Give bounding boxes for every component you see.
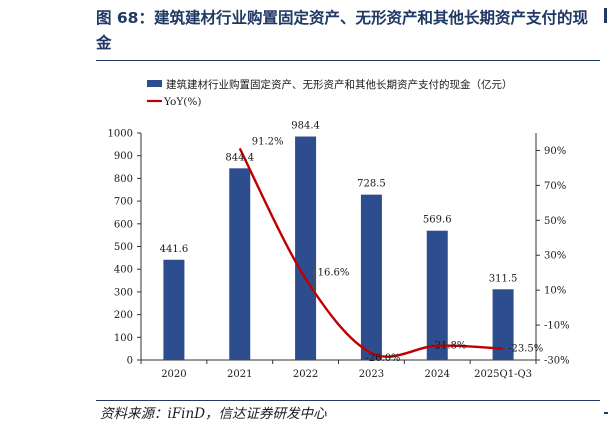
- data-labels: 441.6 844.4 984.4 728.5 569.6 311.5 91.2% 16.6%…: [160, 121, 544, 364]
- bar-value-label: 728.5: [357, 179, 386, 190]
- line-value-label: -21.8%: [431, 341, 466, 352]
- bar: [295, 136, 317, 360]
- x-tick-label: 2024: [425, 369, 450, 380]
- line-value-label: 16.6%: [318, 268, 350, 279]
- line-value-label: 91.2%: [252, 136, 284, 147]
- source-note: 资料来源：iFinD，信达证券研发中心: [100, 406, 327, 422]
- legend-swatch-bar: [147, 80, 162, 87]
- axes: 0 100 200 300 400 500 600 700 800 900 1000 -30% -10%…: [108, 129, 570, 381]
- y-right-tick-label: 30%: [544, 251, 566, 262]
- y-right-tick-label: -10%: [544, 321, 570, 332]
- y-right-tick-label: 90%: [544, 146, 566, 157]
- y-left-tick-label: 700: [114, 197, 133, 208]
- x-tick-label: 2025Q1-Q3: [474, 369, 532, 380]
- y-right-tick-label: 50%: [544, 216, 566, 227]
- y-left-tick-label: 500: [114, 242, 133, 253]
- x-tick-label: 2022: [293, 369, 318, 380]
- bar: [492, 289, 514, 360]
- bar-value-label: 569.6: [423, 215, 452, 226]
- bar: [163, 259, 185, 360]
- title-rule: [96, 60, 600, 61]
- bar-series: [163, 136, 514, 360]
- y-left-tick-label: 100: [114, 333, 133, 344]
- x-tick-label: 2023: [359, 369, 384, 380]
- bar-value-label: 441.6: [160, 244, 189, 255]
- bar: [229, 168, 251, 360]
- y-left-tick-label: 0: [127, 356, 133, 367]
- y-left-tick-label: 300: [114, 287, 133, 298]
- source-rule: [96, 400, 600, 401]
- edge-marker-bottom: [604, 412, 608, 414]
- line-series: [238, 147, 504, 358]
- x-tick-label: 2021: [227, 369, 252, 380]
- legend-label-bar: 建筑建材行业购置固定资产、无形资产和其他长期资产支付的现金（亿元）: [166, 78, 513, 91]
- y-left-tick-label: 800: [114, 174, 133, 185]
- y-right-tick-label: 70%: [544, 181, 566, 192]
- x-tick-label: 2020: [161, 369, 186, 380]
- y-left-tick-label: 400: [114, 265, 133, 276]
- y-left-tick-label: 200: [114, 310, 133, 321]
- line-value-label: -23.5%: [508, 344, 543, 355]
- bar-value-label: 984.4: [291, 121, 320, 132]
- legend: 建筑建材行业购置固定资产、无形资产和其他长期资产支付的现金（亿元） YoY(%): [147, 78, 513, 108]
- bar: [360, 194, 382, 360]
- bar-value-label: 844.4: [225, 152, 254, 163]
- edge-marker: [604, 8, 607, 23]
- y-right-tick-label: 10%: [544, 286, 566, 297]
- y-left-tick-label: 600: [114, 219, 133, 230]
- bar-value-label: 311.5: [489, 273, 518, 284]
- y-right-tick-label: -30%: [544, 356, 570, 367]
- yoy-line: [238, 147, 504, 358]
- legend-label-line: YoY(%): [163, 96, 201, 108]
- line-value-label: -26.0%: [365, 353, 400, 364]
- y-left-tick-label: 900: [114, 151, 133, 162]
- bar: [426, 230, 448, 360]
- y-left-tick-label: 1000: [108, 129, 133, 140]
- figure-title: 图 68：建筑建材行业购置固定资产、无形资产和其他长期资产支付的现金: [96, 9, 588, 52]
